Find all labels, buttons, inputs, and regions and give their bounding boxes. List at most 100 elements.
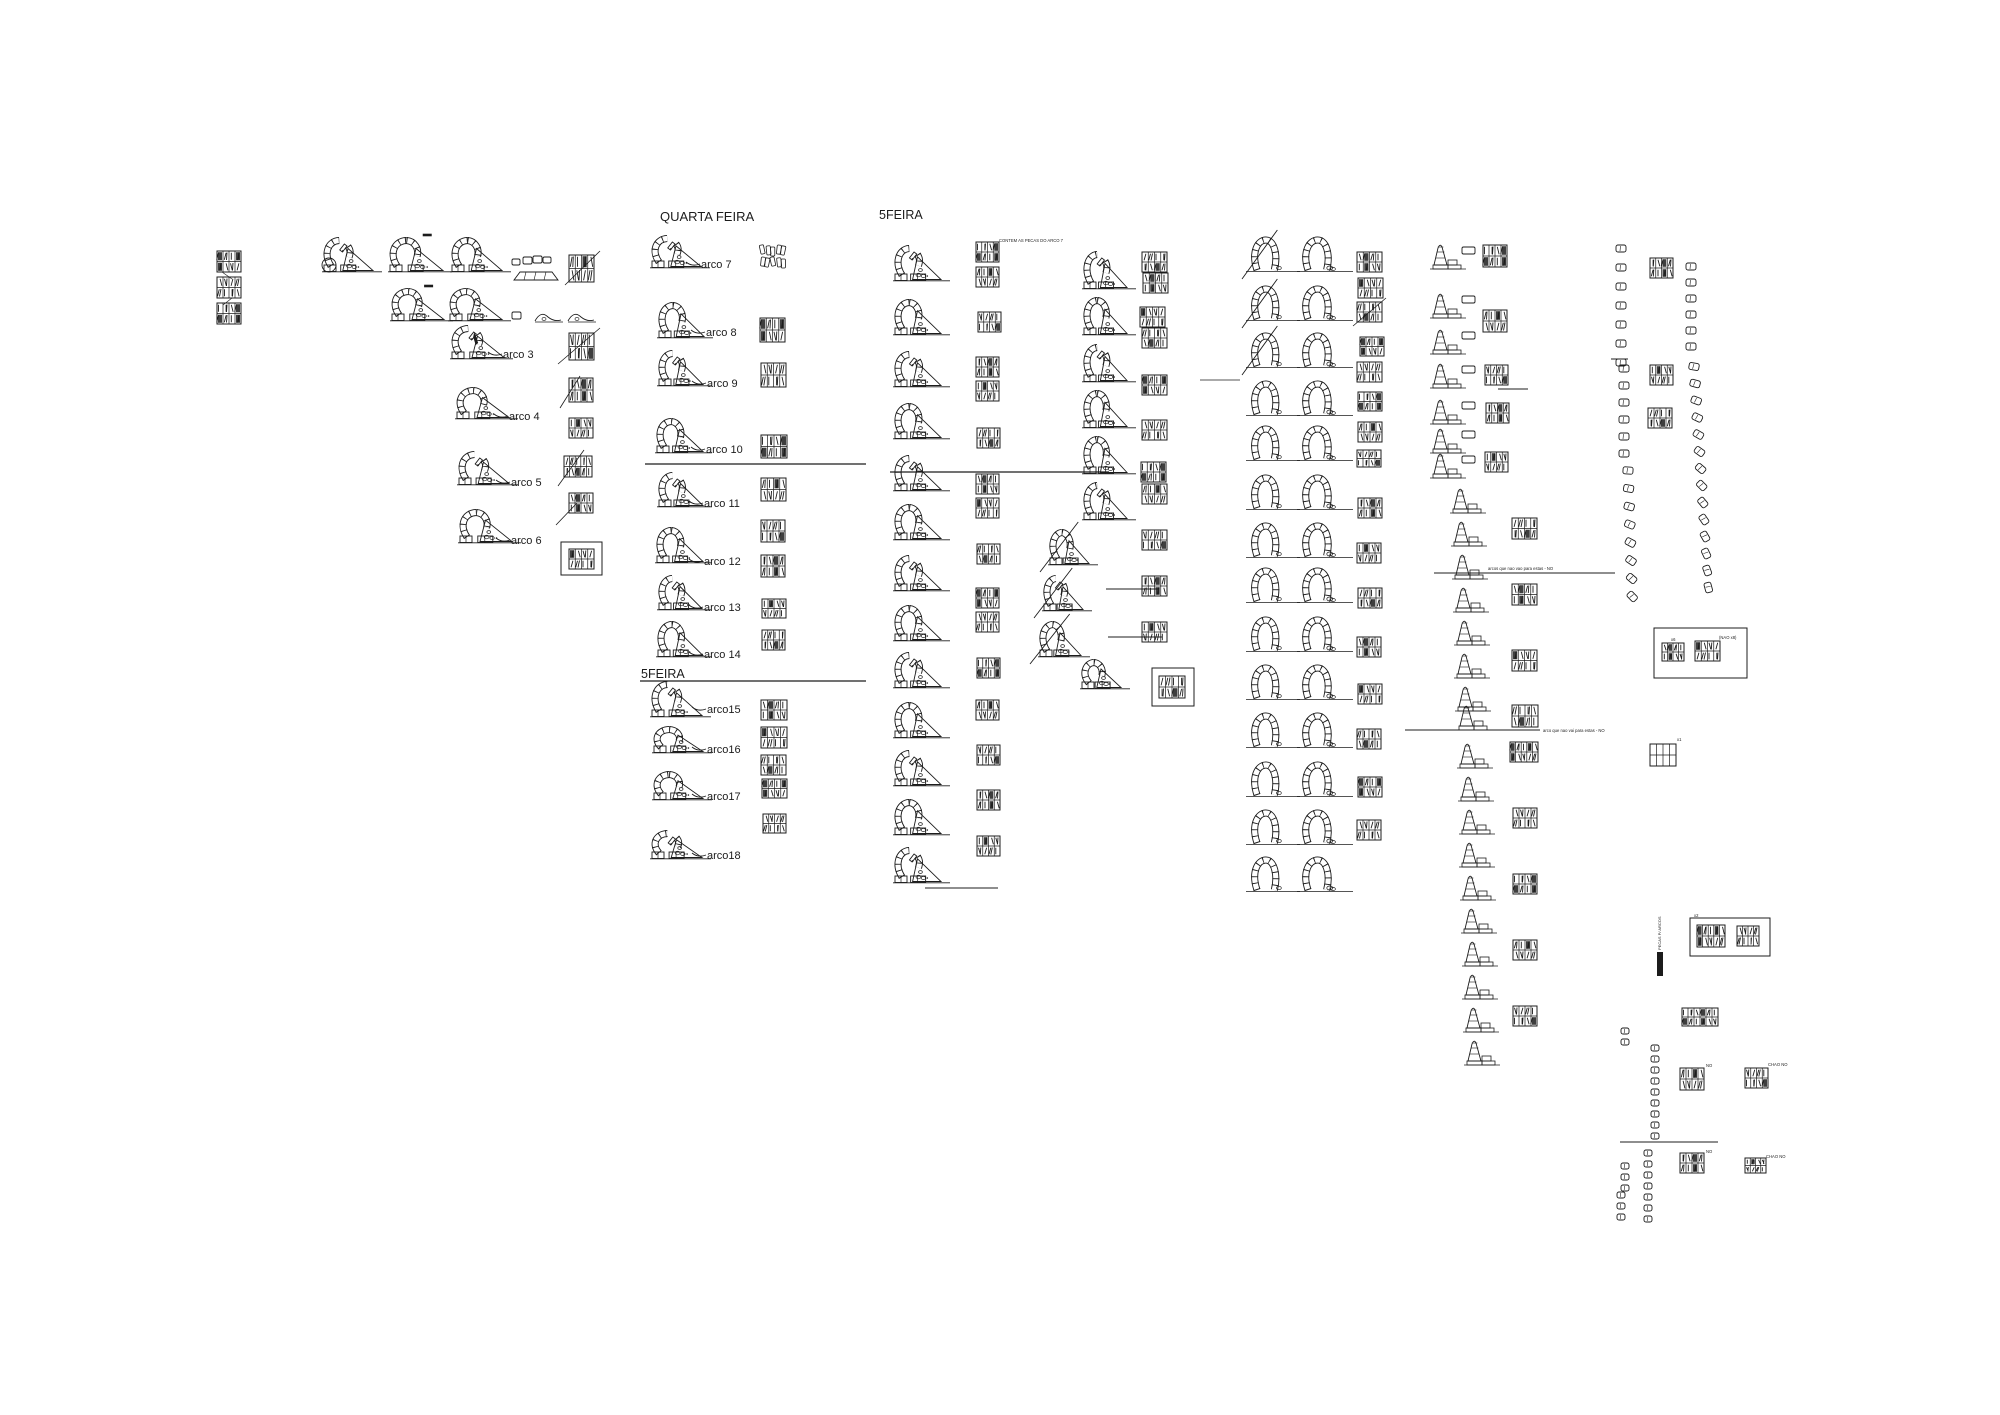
tower-figure bbox=[1461, 908, 1497, 934]
parts-grid bbox=[760, 477, 787, 502]
note-line-2: arco que nao vai para estas - NO bbox=[1543, 728, 1605, 733]
parts-grid bbox=[1736, 925, 1760, 947]
parts-grid bbox=[1679, 1152, 1705, 1174]
parts-grid bbox=[1647, 407, 1673, 429]
arch-figure bbox=[1039, 521, 1098, 573]
arch-figure bbox=[1297, 809, 1353, 845]
tower-figure bbox=[1430, 428, 1476, 454]
stone-chain bbox=[1620, 1027, 1630, 1046]
arch-figure bbox=[321, 237, 382, 273]
arch-figure bbox=[1246, 712, 1300, 748]
parts-grid bbox=[1649, 743, 1677, 767]
note-vertical: PECAS P/ ARCOS bbox=[1657, 916, 1662, 950]
parts-grid bbox=[216, 276, 242, 299]
parts-grid bbox=[761, 598, 787, 619]
arch-figure bbox=[390, 284, 453, 322]
separator-line bbox=[555, 502, 578, 526]
label-leader bbox=[688, 651, 704, 656]
arco-label: arco 11 bbox=[704, 498, 740, 510]
parts-grid bbox=[1140, 461, 1167, 483]
parts-grid bbox=[568, 377, 594, 403]
slash-line bbox=[1029, 613, 1071, 665]
arco-label: arco 8 bbox=[706, 327, 737, 339]
arch-figure bbox=[650, 681, 711, 718]
arch-figure bbox=[893, 504, 950, 541]
arch-figure bbox=[893, 351, 950, 388]
rubble-cluster bbox=[511, 255, 559, 281]
arco-label: arco17 bbox=[707, 791, 741, 803]
arco-label: arco 12 bbox=[704, 556, 741, 568]
parts-grid bbox=[976, 427, 1001, 449]
outline-box bbox=[1689, 917, 1771, 957]
tower-figure bbox=[1459, 809, 1495, 835]
tower-figure bbox=[1464, 1040, 1500, 1066]
arco-label: arco15 bbox=[707, 704, 741, 716]
arch-figure bbox=[1297, 664, 1353, 700]
parts-grid bbox=[1512, 1005, 1538, 1027]
parts-grid bbox=[568, 332, 595, 361]
parts-grid bbox=[760, 726, 788, 749]
arch-figure bbox=[1082, 390, 1136, 429]
arch-figure bbox=[1246, 425, 1300, 461]
label-leader bbox=[691, 793, 707, 798]
parts-grid bbox=[1356, 819, 1382, 841]
parts-grid bbox=[1744, 1157, 1767, 1174]
tower-figure bbox=[1454, 653, 1490, 679]
tower-figure bbox=[1450, 488, 1486, 514]
arch-figure bbox=[893, 750, 950, 787]
arch-figure bbox=[655, 418, 712, 454]
parts-grid bbox=[216, 250, 242, 273]
tower-figure bbox=[1430, 244, 1476, 270]
label-leader bbox=[688, 558, 704, 563]
parts-grid bbox=[975, 497, 1000, 519]
parts-grid bbox=[761, 629, 786, 651]
arch-figure bbox=[450, 237, 511, 273]
arch-figure bbox=[655, 527, 712, 564]
parts-grid bbox=[1696, 924, 1726, 948]
arch-figure bbox=[657, 350, 712, 387]
label-leader bbox=[688, 604, 704, 609]
parts-grid bbox=[1356, 251, 1383, 273]
arch-figure bbox=[657, 302, 713, 339]
tower-figure bbox=[1460, 875, 1496, 901]
parts-grid bbox=[976, 744, 1001, 766]
arch-figure bbox=[893, 455, 950, 492]
arch-figure bbox=[1297, 380, 1353, 416]
arco-label: arco 14 bbox=[704, 649, 741, 661]
stone-chain bbox=[1618, 364, 1630, 458]
slash-line bbox=[1033, 567, 1073, 619]
arch-figure bbox=[1246, 616, 1300, 652]
tower-figure bbox=[1451, 521, 1487, 547]
arch-figure bbox=[1246, 761, 1300, 797]
parts-grid bbox=[1511, 649, 1538, 672]
note-no-1: NO bbox=[1706, 1063, 1713, 1068]
parts-grid bbox=[1744, 1067, 1769, 1089]
arch-figure bbox=[1080, 659, 1130, 690]
parts-grid bbox=[1512, 873, 1538, 895]
parts-grid bbox=[1141, 575, 1168, 597]
note-chao-2: CHAO NO bbox=[1766, 1154, 1786, 1159]
arch-figure bbox=[893, 847, 950, 884]
tower-figure bbox=[1457, 743, 1493, 769]
arch-figure bbox=[893, 799, 950, 836]
label-leader bbox=[487, 351, 503, 356]
arco-label: arco16 bbox=[707, 744, 741, 756]
label-leader bbox=[495, 479, 511, 484]
parts-grid bbox=[1141, 374, 1168, 396]
arch-figure bbox=[650, 830, 711, 860]
parts-grid bbox=[758, 244, 787, 269]
arco-label: arco 3 bbox=[503, 349, 534, 361]
arch-figure bbox=[1297, 332, 1353, 368]
parts-grid bbox=[1141, 251, 1168, 273]
parts-grid bbox=[1357, 776, 1383, 798]
parts-grid bbox=[568, 492, 594, 514]
parts-grid bbox=[1139, 306, 1166, 328]
arch-figure bbox=[1246, 664, 1300, 700]
label-leader bbox=[495, 537, 511, 542]
parts-grid bbox=[568, 254, 595, 283]
note-x2: x2 bbox=[1694, 913, 1699, 918]
tower-figure bbox=[1462, 941, 1498, 967]
arch-figure bbox=[1246, 567, 1300, 603]
label-leader bbox=[691, 852, 707, 857]
